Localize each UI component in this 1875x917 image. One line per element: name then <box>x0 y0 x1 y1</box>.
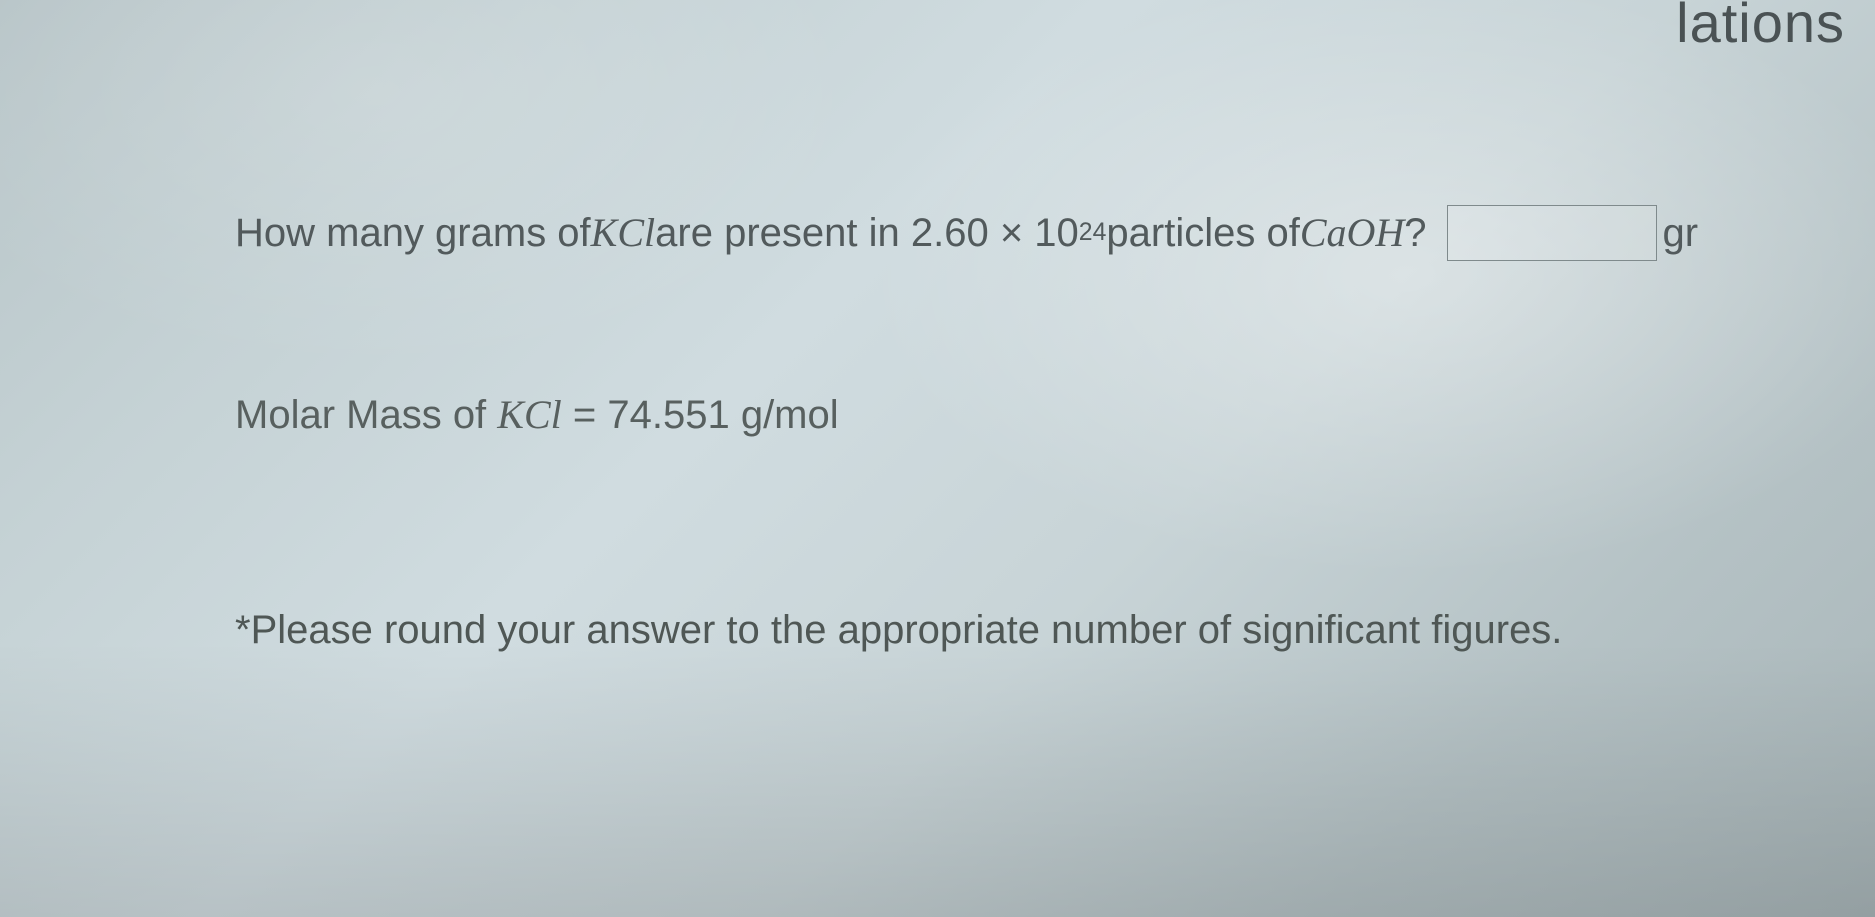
compound-caoh: CaOH <box>1300 205 1404 261</box>
molar-label-pre: Molar Mass of <box>235 393 497 437</box>
header-cutoff-text: lations <box>1676 0 1845 55</box>
question-line: How many grams of KCl are present in 2.6… <box>235 205 1845 261</box>
sig-fig-note: *Please round your answer to the appropr… <box>235 608 1845 653</box>
question-content: How many grams of KCl are present in 2.6… <box>235 205 1845 653</box>
molar-compound: KCl <box>497 392 561 437</box>
question-mid1: are present in 2.60 × 10 <box>655 205 1079 261</box>
exponent: 24 <box>1079 216 1107 251</box>
question-pre: How many grams of <box>235 205 591 261</box>
question-mid2: particles of <box>1106 205 1299 261</box>
answer-input[interactable] <box>1447 205 1657 261</box>
compound-kcl: KCl <box>591 205 655 261</box>
molar-mass-line: Molar Mass of KCl = 74.551 g/mol <box>235 391 1845 438</box>
molar-value: = 74.551 g/mol <box>562 393 839 437</box>
unit-label-fragment: gr <box>1663 205 1699 261</box>
question-mark: ? <box>1404 205 1426 261</box>
